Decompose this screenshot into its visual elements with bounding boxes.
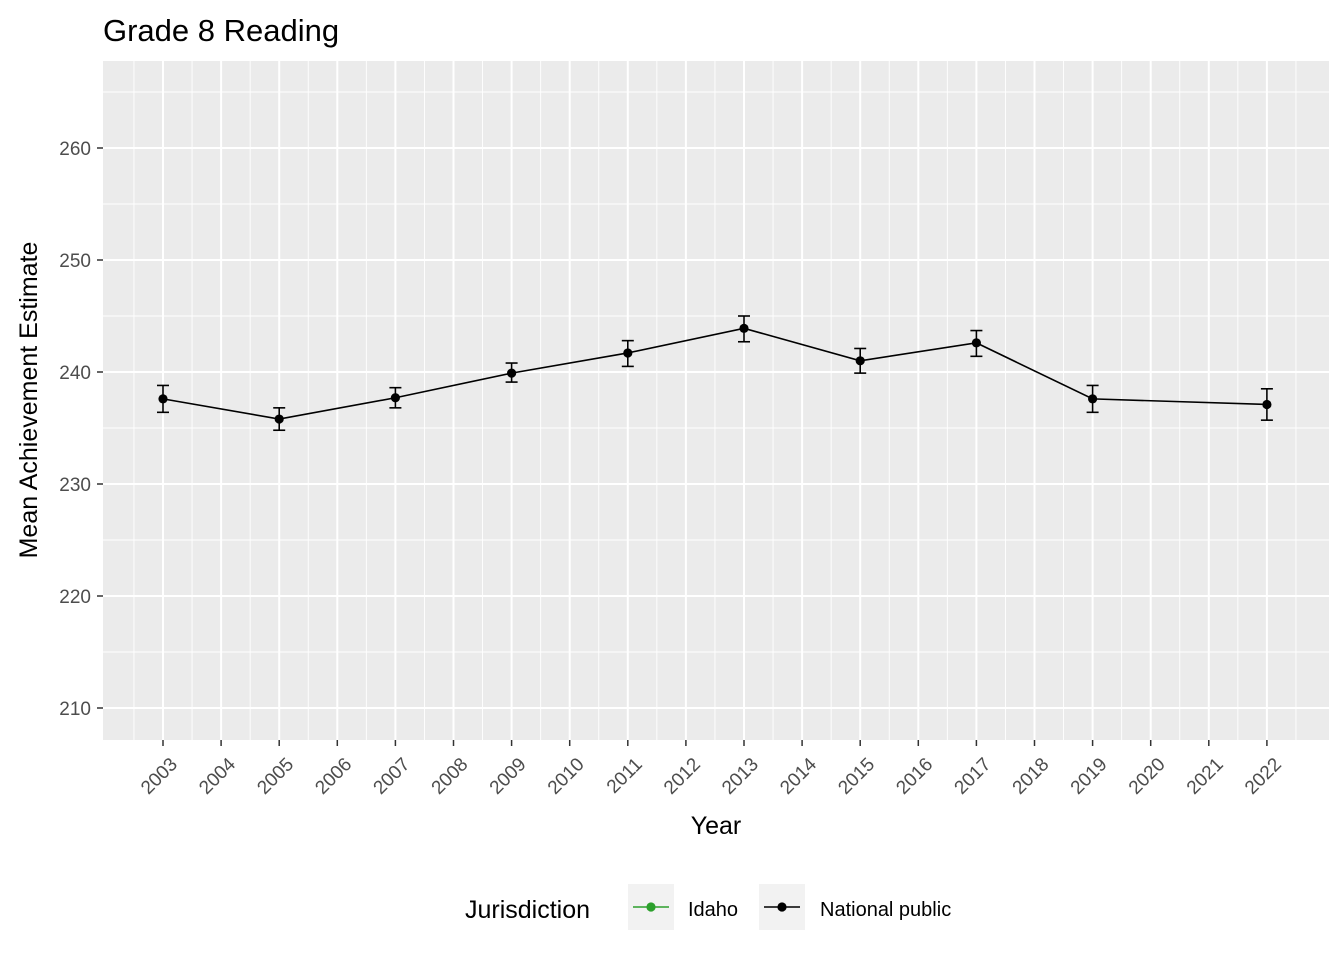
x-tick-label: 2004 (195, 754, 240, 799)
x-tick-label: 2016 (892, 754, 937, 799)
x-tick-label: 2006 (311, 754, 356, 799)
data-point (390, 393, 400, 403)
data-point (739, 323, 749, 333)
y-tick-label: 240 (59, 363, 91, 384)
x-tick-label: 2021 (1183, 754, 1228, 799)
x-tick-label: 2022 (1241, 754, 1286, 799)
x-tick-label: 2017 (951, 754, 996, 799)
x-axis: 2003 2004 2005 2006 2007 2008 2009 2010 2011 2012… (137, 740, 1286, 799)
legend-key-point (777, 902, 787, 912)
grid-x (133, 61, 1297, 740)
x-tick-label: 2019 (1067, 754, 1112, 799)
x-tick-label: 2010 (544, 754, 589, 799)
x-tick-label: 2012 (660, 754, 705, 799)
x-tick-label: 2003 (137, 754, 182, 799)
y-tick-label: 250 (59, 251, 91, 272)
x-tick-label: 2020 (1125, 754, 1170, 799)
series-line (162, 327, 1267, 420)
x-tick-label: 2015 (834, 754, 879, 799)
data-point (274, 414, 284, 424)
grid-major-y (103, 147, 1329, 709)
legend-title: Jurisdiction (465, 896, 590, 924)
x-tick-label: 2007 (370, 754, 415, 799)
data-point (855, 356, 865, 366)
data-point (1088, 394, 1098, 404)
y-axis: 210 220 230 240 250 260 (59, 139, 103, 720)
data-point (1262, 399, 1272, 410)
grid-minor-y (103, 91, 1329, 653)
data-point (623, 348, 633, 358)
x-axis-title: Year (691, 812, 742, 840)
legend-items: Idaho National public (628, 884, 951, 930)
legend-label: Idaho (688, 899, 738, 921)
legend-label: National public (820, 899, 951, 921)
y-tick-label: 230 (59, 475, 91, 496)
x-tick-label: 2013 (718, 754, 763, 799)
x-tick-label: 2018 (1009, 754, 1054, 799)
x-tick-label: 2008 (428, 754, 473, 799)
x-tick-label: 2009 (486, 754, 531, 799)
x-tick-label: 2011 (603, 754, 647, 798)
x-tick-label: 2005 (253, 754, 298, 799)
data-point (507, 368, 517, 378)
chart-title: Grade 8 Reading (103, 13, 339, 48)
y-tick-label: 210 (59, 699, 91, 720)
legend-key-point (646, 902, 656, 912)
y-tick-label: 220 (59, 587, 91, 608)
y-tick-label: 260 (59, 139, 91, 160)
x-tick-label: 2014 (776, 754, 821, 799)
y-axis-title: Mean Achievement Estimate (15, 242, 43, 559)
legend: Jurisdiction Idaho National public (465, 884, 951, 930)
data-point (971, 338, 982, 348)
series-layer (157, 315, 1273, 432)
data-point (158, 394, 168, 404)
